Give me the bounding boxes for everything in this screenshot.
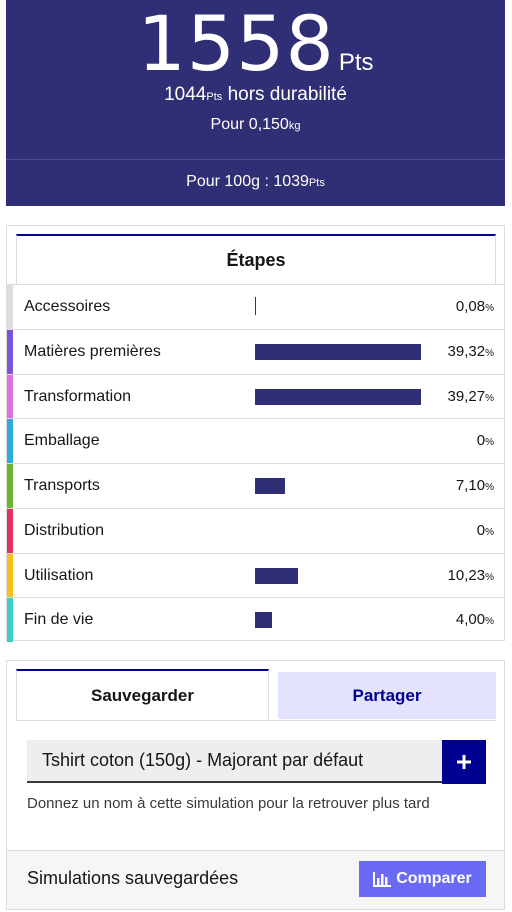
step-row: Utilisation 10,23% [7,552,504,600]
step-value-percent: % [485,482,494,493]
step-value-percent: % [485,616,494,628]
step-value-number: 0 [476,521,486,539]
step-value-number: 10,23 [447,566,486,584]
step-label: Emballage [24,432,100,450]
per100-unit: Pts [308,177,325,189]
step-row: Transports 7,10% [7,463,504,508]
score-per-100g: Pour 100g : 1039Pts [6,173,505,191]
step-value-percent: % [485,571,494,583]
step-value-number: 7,10 [455,477,486,494]
tab-share-label: Partager [352,685,422,705]
step-row: Distribution 0% [7,507,504,555]
step-share-bar [255,567,298,584]
step-color-indicator [7,508,13,553]
step-value: 10,23% [448,554,494,600]
step-value-percent: % [485,392,494,404]
step-row: Fin de vie 4,00% [7,597,504,642]
step-value-percent: % [485,303,494,314]
step-share-bar [255,478,285,494]
plus-icon [457,755,471,769]
weight-unit: kg [288,120,301,132]
tab-share[interactable]: Partager [278,672,496,719]
step-row: Accessoires 0,08% [7,284,504,329]
step-color-indicator [7,464,13,508]
compare-label: Comparer [396,870,472,887]
step-value-number: 0 [476,432,486,450]
step-label: Distribution [24,521,105,539]
without-durability-unit: Pts [206,91,223,103]
step-row: Transformation 39,27% [7,373,504,421]
step-value: 0% [477,509,494,555]
step-value: 4,00% [456,598,494,644]
step-label: Transports [24,477,100,494]
step-color-indicator [7,553,13,598]
steps-card: Étapes Accessoires 0,08% Matières première… [6,225,505,642]
step-color-indicator [7,598,13,642]
step-label: Accessoires [24,298,111,315]
weight-prefix: Pour 0,150 [210,116,289,133]
saved-simulations-label: Simulations sauvegardées [27,868,239,888]
step-value-percent: % [485,347,494,359]
step-value-percent: % [485,526,494,538]
step-label: Transformation [24,387,131,405]
step-color-indicator [7,285,13,329]
step-row: Matières premières 39,32% [7,328,504,376]
score-divider [6,159,505,160]
step-share-bar [255,297,256,315]
tab-etapes-label: Étapes [226,249,286,270]
step-share-bar [255,388,421,405]
per100-label: Pour 100g : 1039 [186,173,309,190]
add-simulation-button[interactable] [442,740,486,784]
tab-etapes[interactable]: Étapes [16,234,496,284]
step-label: Utilisation [24,566,94,584]
step-value-number: 39,27 [447,387,486,405]
simulation-name-hint: Donnez un nom à cette simulation pour la… [27,795,430,812]
score-card: 1558 Pts 1044Pts hors durabilité Pour 0,1… [6,0,505,206]
without-durability-value: 1044 [164,84,207,105]
compare-button[interactable]: Comparer [359,861,486,897]
bar-chart-icon [373,871,392,887]
step-row: Emballage 0% [7,418,504,463]
step-label: Fin de vie [24,611,94,629]
score-total: 1558 Pts [6,4,505,84]
tab-save[interactable]: Sauvegarder [16,669,269,721]
save-card: Sauvegarder Partager Donnez un nom à cet… [6,660,505,910]
step-value-number: 39,32 [447,342,486,360]
tab-save-label: Sauvegarder [91,686,194,705]
step-value-percent: % [485,437,494,449]
step-value: 39,27% [448,375,494,421]
score-value: 1558 [137,0,335,88]
step-value-number: 4,00 [455,611,486,629]
steps-list: Accessoires 0,08% Matières premières 39,32%… [7,284,504,642]
saved-simulations-row: Simulations sauvegardées Comparer [7,850,504,909]
step-value: 39,32% [448,330,494,376]
simulation-name-input[interactable] [27,740,442,783]
step-color-indicator [7,374,13,419]
step-value: 0,08% [456,285,494,331]
step-label: Matières premières [24,342,161,360]
without-durability-label: hors durabilité [227,84,347,105]
step-color-indicator [7,329,13,374]
score-without-durability: 1044Pts hors durabilité [6,84,505,106]
step-value: 0% [477,419,494,465]
step-value-number: 0,08 [455,298,486,315]
score-weight: Pour 0,150kg [6,116,505,134]
step-share-bar [255,612,272,629]
step-share-bar [255,343,421,360]
step-value: 7,10% [456,464,494,510]
step-color-indicator [7,419,13,463]
tabs-divider [16,720,496,721]
score-unit: Pts [338,49,374,76]
